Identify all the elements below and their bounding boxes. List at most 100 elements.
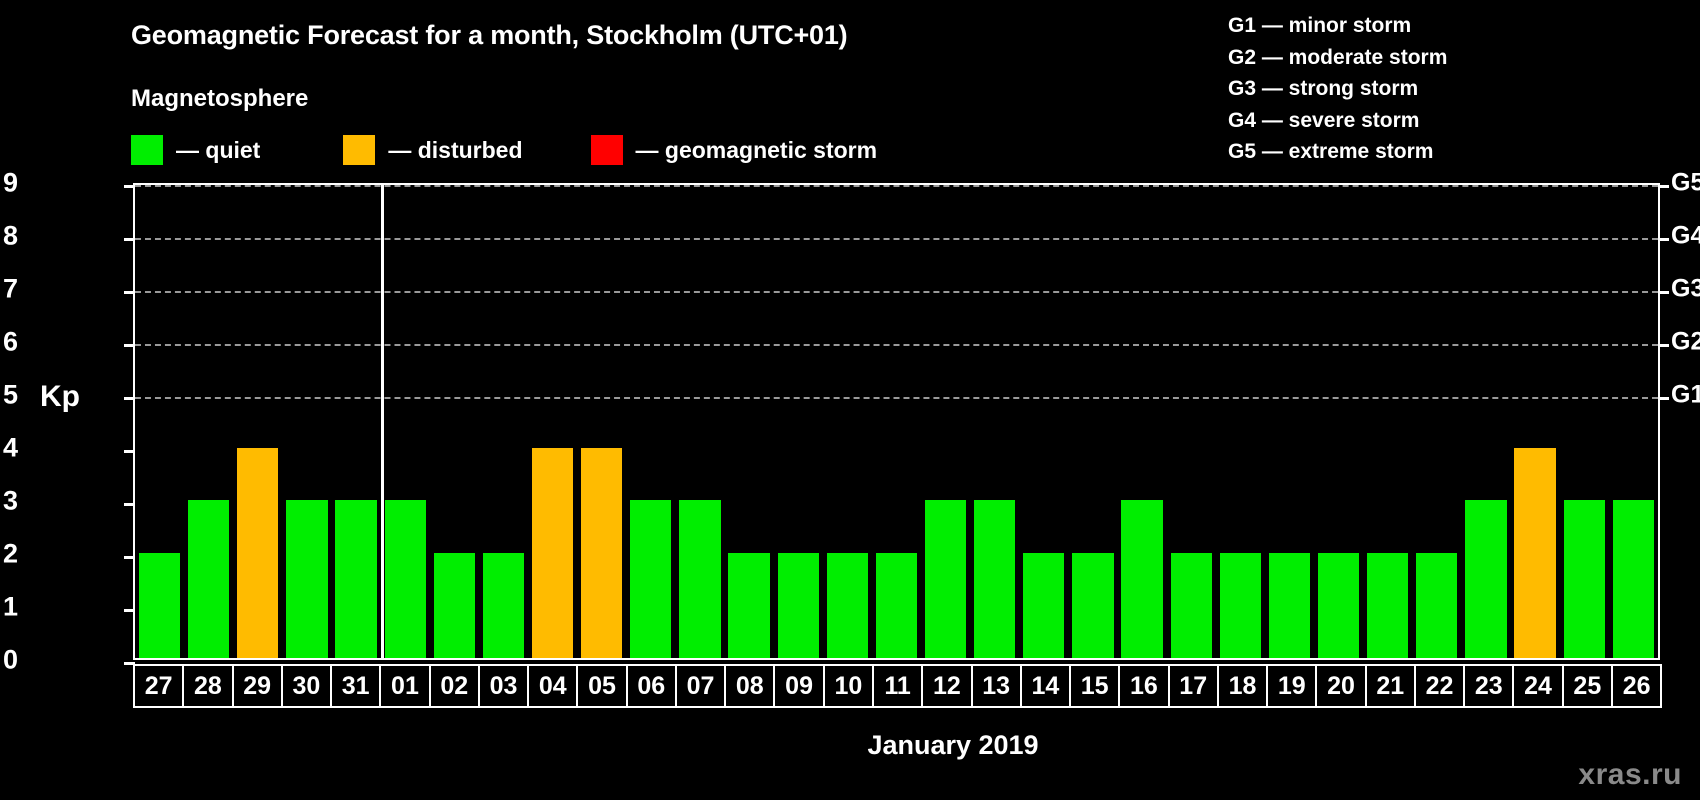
day-label-17[interactable]: 17 bbox=[1167, 664, 1219, 708]
day-label-04[interactable]: 04 bbox=[527, 664, 579, 708]
bar-day-15[interactable] bbox=[1072, 552, 1114, 658]
bar-cell bbox=[1118, 185, 1167, 658]
bar-day-31[interactable] bbox=[335, 500, 377, 658]
day-label-07[interactable]: 07 bbox=[674, 664, 727, 708]
bar-day-05[interactable] bbox=[581, 447, 623, 658]
day-label-06[interactable]: 06 bbox=[625, 664, 677, 708]
y-tick-5 bbox=[124, 397, 135, 400]
bar-day-17[interactable] bbox=[1170, 552, 1212, 658]
day-label-12[interactable]: 12 bbox=[921, 664, 973, 708]
g-tick-G3 bbox=[1658, 291, 1669, 294]
day-label-25[interactable]: 25 bbox=[1561, 664, 1613, 708]
bar-day-09[interactable] bbox=[777, 552, 819, 658]
legend-item-quiet: — quiet bbox=[131, 133, 260, 167]
day-label-23[interactable]: 23 bbox=[1463, 664, 1515, 708]
bar-cell bbox=[184, 185, 233, 658]
day-label-31[interactable]: 31 bbox=[330, 664, 382, 708]
bar-day-06[interactable] bbox=[630, 500, 672, 658]
g-tick-G5 bbox=[1658, 185, 1669, 188]
bar-cell bbox=[381, 185, 430, 658]
bar-cell bbox=[970, 185, 1019, 658]
bar-day-11[interactable] bbox=[875, 552, 918, 658]
day-label-09[interactable]: 09 bbox=[773, 664, 825, 708]
day-label-01[interactable]: 01 bbox=[379, 664, 431, 708]
bar-day-13[interactable] bbox=[974, 500, 1016, 658]
day-label-22[interactable]: 22 bbox=[1413, 664, 1466, 708]
day-label-30[interactable]: 30 bbox=[280, 664, 333, 708]
bar-day-16[interactable] bbox=[1121, 500, 1163, 658]
bar-cell bbox=[725, 185, 774, 658]
day-label-29[interactable]: 29 bbox=[231, 664, 283, 708]
bar-day-01[interactable] bbox=[384, 500, 426, 658]
bar-day-26[interactable] bbox=[1612, 500, 1654, 658]
day-label-26[interactable]: 26 bbox=[1610, 664, 1663, 708]
x-axis-title-text: January 2019 bbox=[867, 730, 1039, 760]
day-label-28[interactable]: 28 bbox=[182, 664, 234, 708]
day-label-24[interactable]: 24 bbox=[1512, 664, 1564, 708]
bar-cell bbox=[479, 185, 528, 658]
bar-day-22[interactable] bbox=[1416, 552, 1458, 658]
bar-cell bbox=[1167, 185, 1216, 658]
bar-day-12[interactable] bbox=[924, 500, 967, 658]
bar-day-04[interactable] bbox=[531, 447, 574, 658]
y-tick-4 bbox=[124, 450, 135, 453]
day-label-08[interactable]: 08 bbox=[724, 664, 776, 708]
y-tick-8 bbox=[124, 238, 135, 241]
bar-day-21[interactable] bbox=[1367, 552, 1409, 658]
day-label-15[interactable]: 15 bbox=[1069, 664, 1121, 708]
magnetosphere-label: Magnetosphere bbox=[131, 85, 309, 112]
g-tick-G1 bbox=[1658, 397, 1669, 400]
bar-day-24[interactable] bbox=[1514, 447, 1556, 658]
bar-day-19[interactable] bbox=[1268, 552, 1311, 658]
legend-label-storm: — geomagnetic storm bbox=[635, 136, 878, 163]
g-axis-label-G1: G1 bbox=[1671, 380, 1700, 409]
y-tick-label-6: 6 bbox=[2, 326, 18, 357]
day-label-02[interactable]: 02 bbox=[428, 664, 480, 708]
day-label-14[interactable]: 14 bbox=[1019, 664, 1072, 708]
y-tick-7 bbox=[124, 291, 135, 294]
g-scale-line-g3: G3 — strong storm bbox=[1228, 77, 1419, 100]
bar-day-25[interactable] bbox=[1563, 500, 1605, 658]
legend-label-quiet: — quiet bbox=[176, 136, 261, 163]
day-label-11[interactable]: 11 bbox=[871, 664, 924, 708]
color-legend: — quiet — disturbed — geomagnetic storm bbox=[131, 133, 877, 167]
bar-day-27[interactable] bbox=[138, 552, 181, 658]
bar-cell bbox=[1560, 185, 1609, 658]
day-label-13[interactable]: 13 bbox=[970, 664, 1022, 708]
y-tick-label-9: 9 bbox=[2, 167, 18, 198]
bar-day-10[interactable] bbox=[826, 552, 868, 658]
day-label-18[interactable]: 18 bbox=[1216, 664, 1269, 708]
g-axis-label-G4: G4 bbox=[1671, 221, 1700, 250]
bar-day-14[interactable] bbox=[1023, 552, 1065, 658]
bar-day-03[interactable] bbox=[482, 552, 525, 658]
bar-day-20[interactable] bbox=[1317, 552, 1360, 658]
day-label-03[interactable]: 03 bbox=[477, 664, 530, 708]
g-scale-line-g5: G5 — extreme storm bbox=[1228, 140, 1434, 163]
bar-series bbox=[135, 185, 1658, 658]
bar-day-28[interactable] bbox=[188, 500, 230, 658]
day-label-27[interactable]: 27 bbox=[133, 664, 185, 708]
bar-day-18[interactable] bbox=[1219, 552, 1261, 658]
day-label-16[interactable]: 16 bbox=[1118, 664, 1170, 708]
legend-swatch-disturbed-icon bbox=[343, 135, 376, 165]
y-tick-label-4: 4 bbox=[2, 432, 18, 463]
day-label-20[interactable]: 20 bbox=[1315, 664, 1367, 708]
bar-day-08[interactable] bbox=[728, 552, 770, 658]
bar-cell bbox=[1609, 185, 1658, 658]
bar-day-30[interactable] bbox=[286, 500, 328, 658]
g-scale-line-g1: G1 — minor storm bbox=[1228, 14, 1412, 37]
bar-day-23[interactable] bbox=[1465, 500, 1507, 658]
bar-cell bbox=[135, 185, 184, 658]
day-label-05[interactable]: 05 bbox=[576, 664, 628, 708]
legend-item-disturbed: — disturbed bbox=[343, 133, 523, 167]
bar-day-07[interactable] bbox=[679, 500, 721, 658]
bar-cell bbox=[774, 185, 823, 658]
y-tick-9 bbox=[124, 185, 135, 188]
legend-item-storm: — geomagnetic storm bbox=[590, 133, 878, 167]
bar-day-02[interactable] bbox=[433, 552, 475, 658]
day-label-10[interactable]: 10 bbox=[822, 664, 874, 708]
legend-swatch-storm-icon bbox=[590, 135, 623, 165]
day-label-19[interactable]: 19 bbox=[1266, 664, 1318, 708]
day-label-21[interactable]: 21 bbox=[1364, 664, 1416, 708]
bar-day-29[interactable] bbox=[237, 447, 279, 658]
